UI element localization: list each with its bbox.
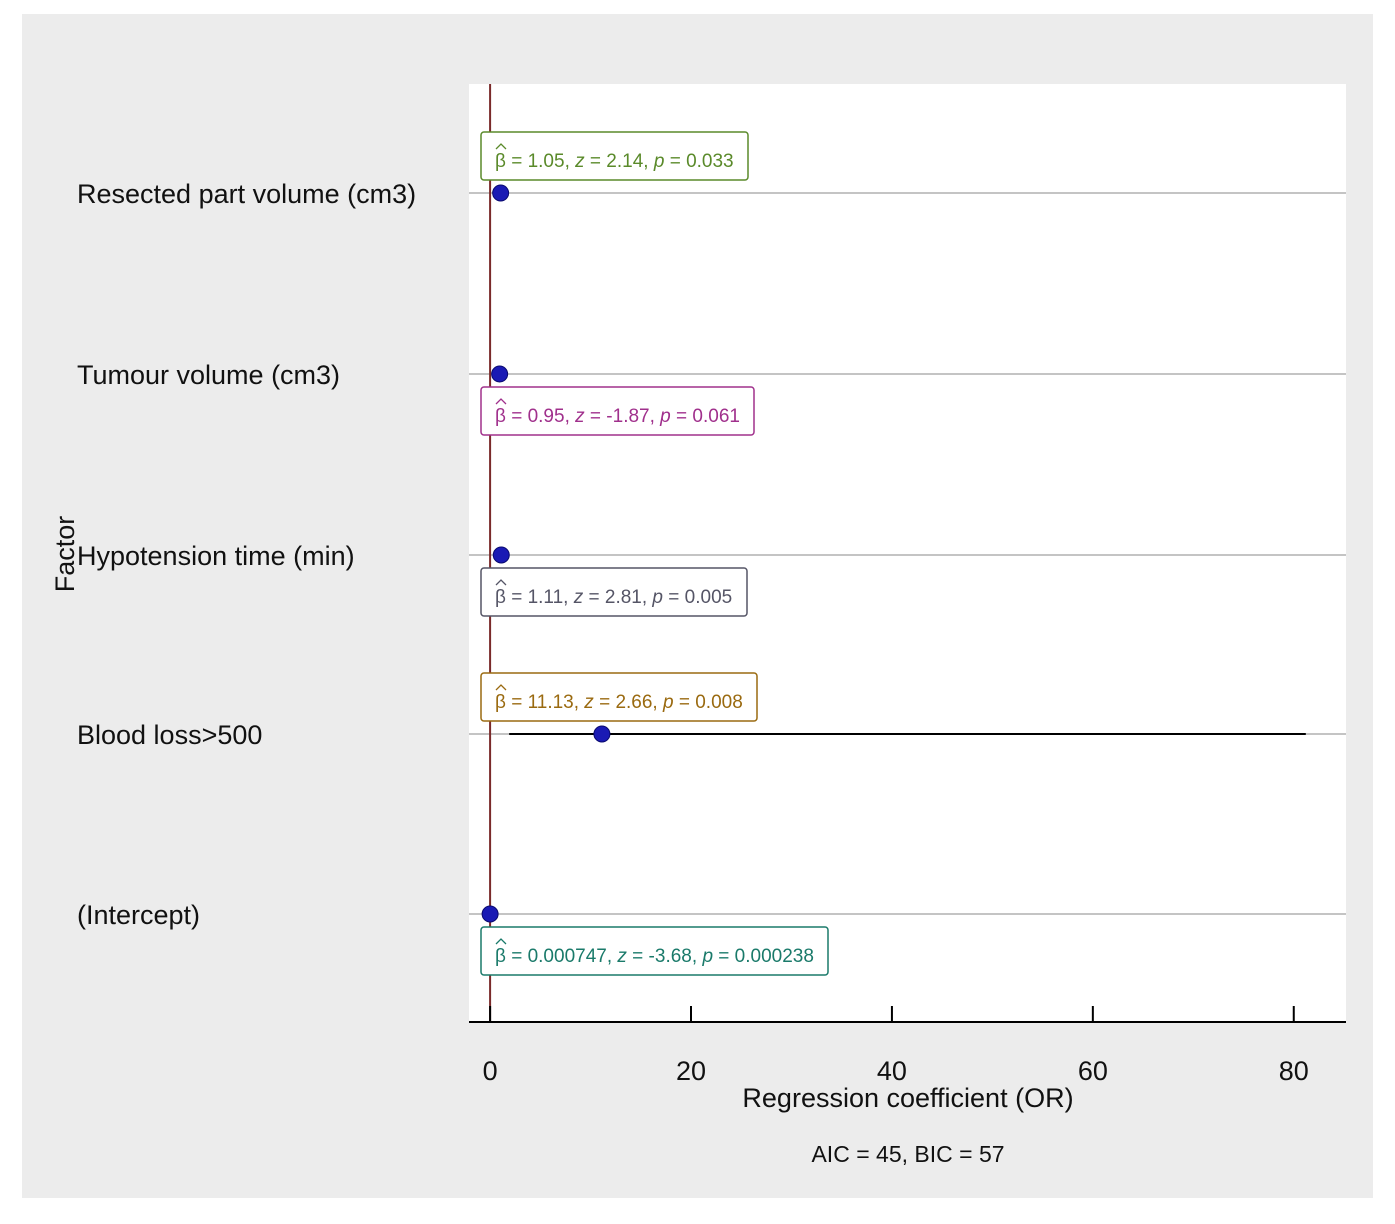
estimate-point xyxy=(491,365,509,383)
factor-label: Tumour volume (cm3) xyxy=(77,360,340,390)
z-value: = 2.81, xyxy=(583,587,652,608)
z-value: = 2.66, xyxy=(594,692,663,713)
estimate-value: = 0.000747, xyxy=(506,946,617,967)
factor-label: Hypotension time (min) xyxy=(77,541,355,571)
factor-label: Blood loss>500 xyxy=(77,720,262,750)
estimate-point xyxy=(593,725,611,743)
p-value: = 0.005 xyxy=(663,587,732,608)
annotation-text: β = 0.95, z = -1.87, p = 0.061 xyxy=(495,406,740,427)
coefficient-annotation: β = 1.05, z = 2.14, p = 0.033 xyxy=(480,131,749,181)
y-axis-title: Factor xyxy=(50,516,80,593)
estimate-value: = 11.13, xyxy=(506,692,584,713)
estimate-point xyxy=(492,546,510,564)
estimate-value: = 0.95, xyxy=(506,406,575,427)
annotation-box xyxy=(480,131,749,181)
z-value: = 2.14, xyxy=(585,151,654,172)
estimate-value: = 1.05, xyxy=(506,151,575,172)
estimate-point xyxy=(492,184,510,202)
x-tick-label: 20 xyxy=(676,1056,706,1086)
p-value: = 0.008 xyxy=(674,692,743,713)
hat-mark xyxy=(495,684,507,691)
p-value: = 0.033 xyxy=(664,151,733,172)
hat-mark xyxy=(495,579,507,586)
coefficient-annotation: β = 1.11, z = 2.81, p = 0.005 xyxy=(480,567,748,617)
x-axis-title: Regression coefficient (OR) xyxy=(742,1083,1073,1113)
annotation-box xyxy=(480,926,829,976)
z-value: = -1.87, xyxy=(585,406,661,427)
estimate-point xyxy=(481,905,499,923)
p-value: = 0.061 xyxy=(671,406,740,427)
annotation-text: β = 1.05, z = 2.14, p = 0.033 xyxy=(495,151,734,172)
coefficient-annotation: β = 0.95, z = -1.87, p = 0.061 xyxy=(480,386,755,436)
coefficient-annotation: β = 0.000747, z = -3.68, p = 0.000238 xyxy=(480,926,829,976)
hat-mark xyxy=(495,938,507,945)
x-tick-label: 0 xyxy=(483,1056,498,1086)
annotation-text: β = 0.000747, z = -3.68, p = 0.000238 xyxy=(495,946,814,967)
hat-mark xyxy=(495,143,507,150)
estimate-value: = 1.11, xyxy=(506,587,574,608)
annotation-text: β = 11.13, z = 2.66, p = 0.008 xyxy=(495,692,743,713)
hat-mark xyxy=(495,398,507,405)
annotation-box xyxy=(480,672,758,722)
annotation-box xyxy=(480,567,748,617)
model-fit-footer: AIC = 45, BIC = 57 xyxy=(811,1141,1004,1167)
plot-area xyxy=(469,84,1346,1022)
z-value: = -3.68, xyxy=(627,946,703,967)
annotation-text: β = 1.11, z = 2.81, p = 0.005 xyxy=(495,587,732,608)
x-tick-label: 40 xyxy=(877,1056,907,1086)
annotation-box xyxy=(480,386,755,436)
factor-label: (Intercept) xyxy=(77,900,200,930)
coefficient-annotation: β = 11.13, z = 2.66, p = 0.008 xyxy=(480,672,758,722)
factor-label: Resected part volume (cm3) xyxy=(77,179,416,209)
p-value: = 0.000238 xyxy=(713,946,814,967)
x-tick-label: 80 xyxy=(1279,1056,1309,1086)
x-tick-label: 60 xyxy=(1078,1056,1108,1086)
